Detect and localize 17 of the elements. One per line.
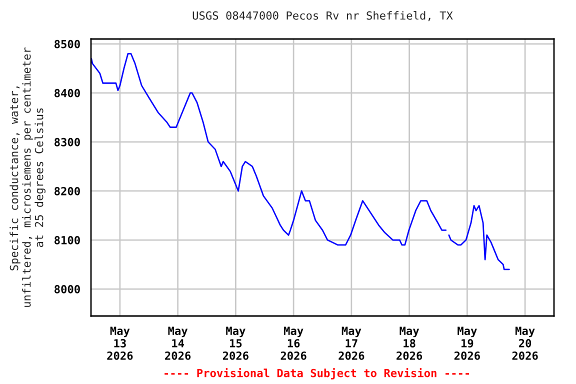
y-tick-label: 8100 [54,236,80,244]
x-tick-label: May 18 2026 [396,326,422,360]
y-tick-label: 8400 [54,88,80,98]
text: ---- Provisional Data Subject to Revision ---- [164,368,470,380]
chart-title: USGS 08447000 Pecos Rv nr Sheffield, TX [192,11,453,22]
x-tick-label: May 16 2026 [280,326,306,360]
x-tick-label: May 15 2026 [222,326,248,360]
x-tick-label: May 20 2026 [512,326,538,360]
y-tick-label: 8200 [54,186,80,196]
x-tick-label: May 19 2026 [454,326,480,360]
y-axis-title: Specific conductance, water, unfiltered, microsiemens per centimeter at 25 degrees Celsius [10,47,46,307]
x-tick-label: May 14 2026 [165,326,191,360]
y-tick-label: 8300 [54,138,80,146]
y-tick-label: 8500 [54,40,80,48]
x-tick-label: May 13 2026 [107,326,133,360]
y-tick-label: 8000 [54,285,80,294]
x-tick-label: May 17 2026 [338,326,364,360]
